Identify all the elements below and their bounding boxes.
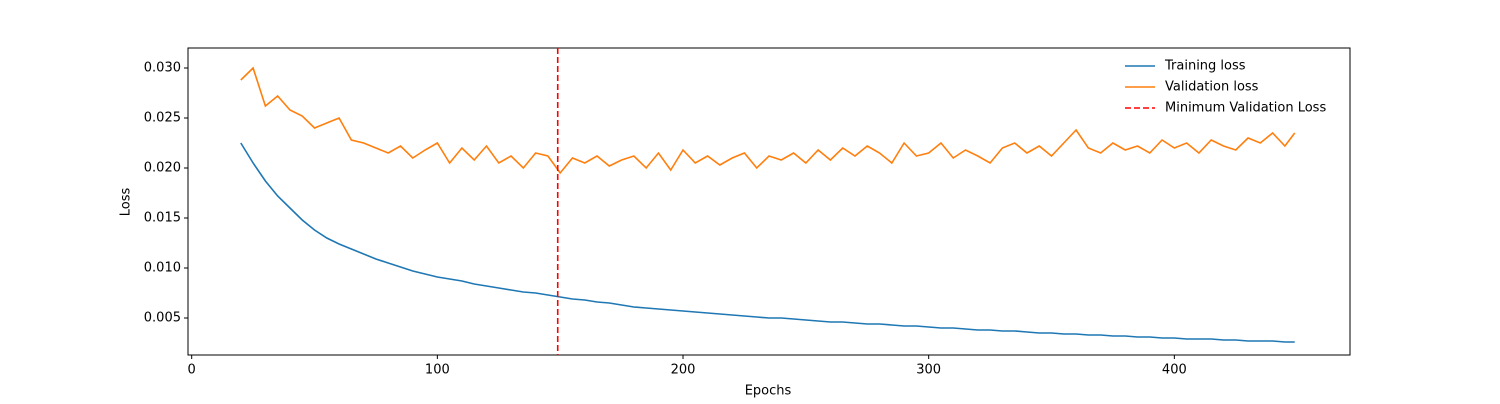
x-tick-label: 200 xyxy=(671,363,696,378)
y-tick-label: 0.025 xyxy=(144,111,181,126)
x-tick-label: 300 xyxy=(916,363,941,378)
y-tick-label: 0.015 xyxy=(144,211,181,226)
x-tick-label: 400 xyxy=(1162,363,1187,378)
x-axis-label: Epochs xyxy=(745,384,792,399)
y-tick-label: 0.005 xyxy=(144,311,181,326)
y-tick-label: 0.020 xyxy=(144,161,181,176)
y-axis-label: Loss xyxy=(119,188,134,217)
legend-label: Minimum Validation Loss xyxy=(1165,101,1326,116)
series-line xyxy=(240,142,1295,343)
legend-label: Training loss xyxy=(1164,59,1246,74)
legend-label: Validation loss xyxy=(1165,80,1259,95)
x-tick-label: 0 xyxy=(188,363,196,378)
series-line xyxy=(240,66,1296,175)
x-tick-label: 100 xyxy=(425,363,450,378)
plot-frame xyxy=(187,47,1351,356)
y-tick-label: 0.010 xyxy=(144,261,181,276)
y-tick-label: 0.030 xyxy=(144,61,181,76)
